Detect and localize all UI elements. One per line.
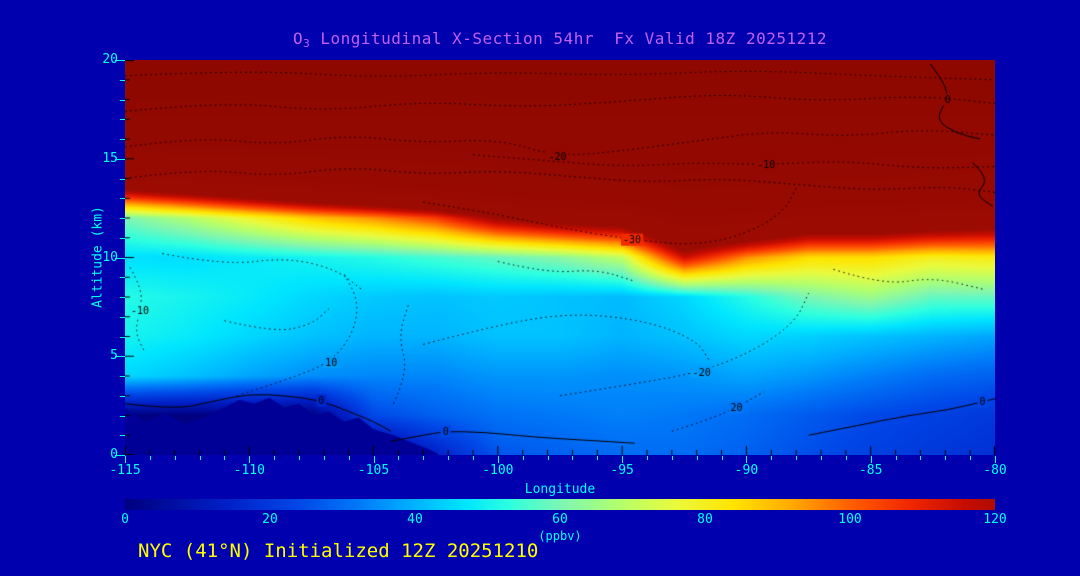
x-axis-tick <box>423 456 425 460</box>
y-axis-tick <box>120 178 125 180</box>
x-axis-tick <box>895 456 897 460</box>
title-species-subscript: 3 <box>303 37 311 50</box>
x-axis-tick <box>597 456 599 460</box>
x-axis-tick <box>497 456 499 463</box>
x-axis-tick <box>572 456 574 460</box>
y-axis-tick <box>120 139 125 140</box>
x-axis-tick <box>622 456 624 463</box>
x-tick-label: -105 <box>357 463 390 478</box>
x-tick-label: -90 <box>734 463 759 478</box>
x-axis-tick <box>149 456 151 460</box>
x-axis-tick <box>373 456 375 463</box>
x-axis-tick <box>647 456 648 460</box>
y-axis-tick <box>120 277 125 279</box>
y-axis-tick <box>115 356 125 358</box>
x-axis-label: Longitude <box>524 482 596 497</box>
x-axis-tick <box>821 456 822 460</box>
x-axis-tick <box>323 456 325 460</box>
x-tick-label: -95 <box>610 463 634 478</box>
y-axis-tick <box>120 415 125 417</box>
y-axis-tick <box>115 455 125 456</box>
x-axis-tick <box>473 456 474 460</box>
x-axis-tick <box>920 456 922 460</box>
x-axis-tick <box>199 456 201 460</box>
x-axis-tick <box>249 456 251 463</box>
x-axis-tick <box>174 456 176 460</box>
x-tick-label: -100 <box>482 463 514 478</box>
colorbar-tick-label: 120 <box>983 512 1007 527</box>
x-axis-tick <box>671 456 673 460</box>
y-axis-tick <box>120 316 125 318</box>
title-text: Longitudinal X-Section 54hr Fx Valid 18Z… <box>310 29 828 48</box>
y-axis-tick <box>120 395 125 397</box>
x-tick-label: -115 <box>109 463 141 478</box>
title-species: O <box>292 29 304 48</box>
contour-plot-canvas <box>125 60 995 455</box>
x-axis-tick <box>970 456 972 460</box>
x-axis-tick <box>522 456 524 460</box>
x-axis-tick <box>771 456 773 460</box>
x-axis-tick <box>870 456 872 463</box>
y-tick-label: 15 <box>102 150 118 166</box>
x-axis-tick <box>299 456 300 460</box>
y-tick-label: 5 <box>110 348 118 364</box>
x-tick-label: -85 <box>858 463 883 478</box>
y-axis-tick <box>120 198 125 200</box>
colorbar-tick-label: 80 <box>697 512 713 527</box>
y-axis-tick <box>120 218 125 219</box>
x-axis-tick <box>398 456 400 460</box>
colorbar-unit-label: (ppbv) <box>538 529 582 543</box>
x-axis-tick <box>547 456 549 460</box>
y-axis-tick <box>120 376 125 377</box>
x-axis-tick <box>274 456 276 460</box>
x-axis-tick <box>796 456 798 460</box>
y-axis-tick <box>120 119 125 121</box>
footer-run-info: NYC (41°N) Initialized 12Z 20251210 <box>138 540 539 562</box>
x-tick-label: -80 <box>983 463 1007 478</box>
colorbar-canvas <box>125 499 995 510</box>
y-axis-tick <box>120 435 125 437</box>
x-axis-tick <box>224 456 226 460</box>
colorbar-tick-label: 0 <box>121 512 129 527</box>
chart-title: O3 Longitudinal X-Section 54hr Fx Valid … <box>125 29 995 50</box>
y-axis-tick <box>120 336 125 338</box>
x-axis-tick <box>448 456 450 460</box>
colorbar-tick-label: 40 <box>407 512 423 527</box>
y-tick-label: 10 <box>102 249 118 265</box>
y-axis-tick <box>120 99 125 101</box>
y-axis-tick <box>120 237 125 239</box>
x-axis-tick <box>696 456 698 460</box>
colorbar-tick-label: 100 <box>838 512 862 527</box>
y-axis-tick <box>115 60 125 61</box>
x-axis-tick <box>945 456 947 460</box>
x-axis-tick <box>348 456 350 460</box>
y-axis-tick <box>120 79 125 81</box>
y-tick-label: 0 <box>110 447 118 462</box>
x-axis-tick <box>721 456 723 460</box>
x-axis-tick <box>995 456 996 463</box>
colorbar-tick-label: 60 <box>552 512 568 527</box>
y-axis-tick <box>115 257 125 259</box>
x-tick-label: -110 <box>233 463 265 478</box>
x-axis-tick <box>125 456 126 463</box>
y-tick-label: 20 <box>102 52 118 67</box>
x-axis-tick <box>746 456 748 463</box>
colorbar-tick-label: 20 <box>262 512 278 527</box>
x-axis-tick <box>845 456 847 460</box>
y-axis-tick <box>115 158 125 160</box>
y-axis-tick <box>120 297 125 298</box>
